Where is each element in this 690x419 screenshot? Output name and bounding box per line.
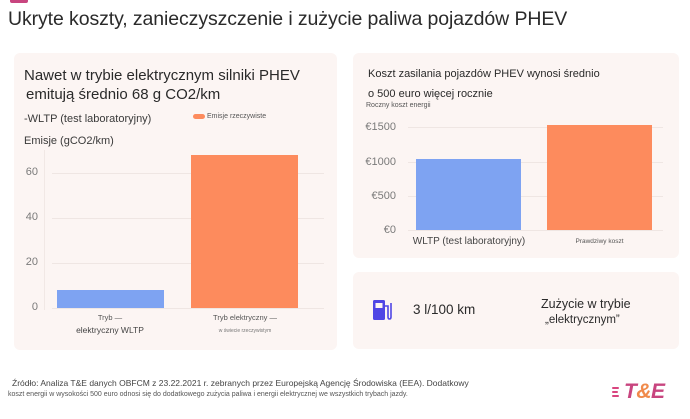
x-label-wltp-cost: WLTP (test laboratoryjny) [412,236,526,247]
emissions-y-axis-label: Emisje (gCO2/km) [24,135,114,147]
logo-t: T [624,380,637,403]
energy-cost-chart-title: Koszt zasilania pojazdów PHEV wynosi śre… [368,64,668,104]
cost-tick-1500: €1500 [365,121,396,133]
legend-wltp: -WLTP (test laboratoryjny) [24,113,152,125]
y-tick-60: 60 [25,166,38,178]
y-tick-0: 0 [31,301,38,313]
gridline-60 [52,173,324,174]
bar-real-emissions [191,155,298,308]
page-title: Ukryte koszty, zanieczyszczenie i zużyci… [8,8,568,30]
bar-real-cost [547,125,652,230]
x-label-wltp-line1: Tryb — [97,313,123,322]
fuel-consumption-panel [353,272,679,349]
fuel-desc-line1: Zużycie w trybie [541,297,631,311]
fuel-pump-icon [373,300,392,320]
fuel-consumption-value: 3 l/100 km [413,302,476,317]
logo-amp: & [636,380,651,403]
source-footnote: Źródło: Analiza T&E danych OBFCM z 23.22… [8,378,608,398]
bar-wltp-emissions [57,290,164,308]
logo-text: T&E [624,380,665,404]
x-label-wltp-line2: elektryczny WLTP [76,325,144,335]
logo-e: E [651,380,665,403]
te-logo: T&E [612,380,665,404]
legend-swatch-orange [193,114,205,119]
x-label-real-cost: Prawdziwy koszt [575,238,624,245]
gridline-0 [52,308,324,309]
bar-wltp-cost [416,159,521,230]
x-label-real-line2: w świecie rzeczywistym [218,328,272,334]
top-accent-bar [10,0,28,3]
cost-title-line1: Koszt zasilania pojazdów PHEV wynosi śre… [368,68,600,80]
cost-gridline-1000 [408,162,663,163]
emissions-chart-title: Nawet w trybie elektrycznym silniki PHEV… [24,66,324,104]
footnote-line1: Źródło: Analiza T&E danych OBFCM z 23.22… [12,378,469,388]
fuel-desc-line2: „elektrycznym” [545,314,620,326]
y-tick-20: 20 [25,256,38,268]
cost-tick-500: €500 [371,190,396,202]
gridline-40 [52,218,324,219]
gridline-20 [52,263,324,264]
cost-tick-0: €0 [383,224,396,236]
cost-y-axis-label: Roczny koszt energii [366,102,431,109]
legend-real-label: Emisje rzeczywiste [207,113,267,120]
emissions-title-line2: emitują średnio 68 g CO2/km [26,86,221,103]
logo-lines-icon [612,387,619,397]
footnote-line2: koszt energii w wysokości 500 euro odnos… [8,391,408,398]
cost-gridline-0 [408,230,663,231]
fuel-consumption-description: Zużycie w trybie „elektrycznym” [541,296,631,328]
emissions-title-line1: Nawet w trybie elektrycznym silniki PHEV [24,67,300,84]
cost-gridline-1500 [408,127,663,128]
legend-real-emissions: Emisje rzeczywiste [193,113,266,120]
cost-title-line2: o 500 euro więcej rocznie [368,88,493,100]
cost-gridline-500 [408,196,663,197]
y-axis-line [44,150,45,310]
x-label-real-line1: Tryb elektryczny — [213,313,277,322]
y-tick-40: 40 [25,211,38,223]
cost-tick-1000: €1000 [365,156,396,168]
